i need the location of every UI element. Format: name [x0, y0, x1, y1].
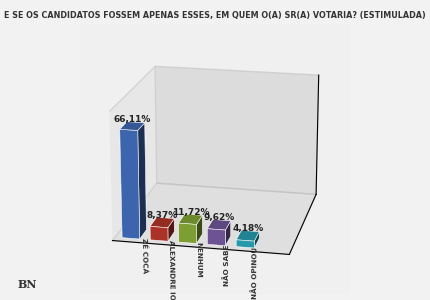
- Text: BN: BN: [17, 279, 37, 290]
- Title: E SE OS CANDIDATOS FOSSEM APENAS ESSES, EM QUEM O(A) SR(A) VOTARIA? (ESTIMULADA): E SE OS CANDIDATOS FOSSEM APENAS ESSES, …: [4, 11, 426, 20]
